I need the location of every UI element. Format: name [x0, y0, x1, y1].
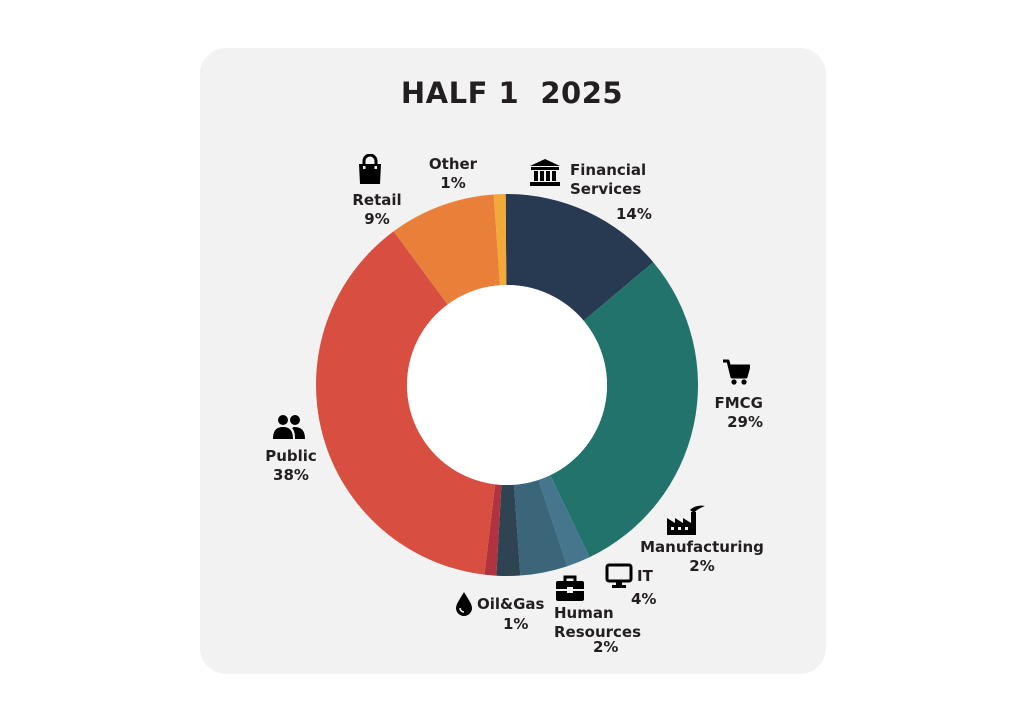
- donut-slice-manufacturing: [538, 475, 590, 567]
- label-manufacturing: Manufacturing 2%: [640, 538, 764, 576]
- label-financial-name2: Services: [570, 180, 642, 198]
- label-public: Public 38%: [262, 447, 320, 485]
- label-oil-pct: 1%: [503, 615, 529, 633]
- donut-hole: [407, 285, 607, 485]
- briefcase-icon: [555, 574, 585, 602]
- factory-icon: [666, 504, 706, 536]
- donut-slice-public: [315, 231, 496, 575]
- label-other-name: Other: [428, 155, 478, 173]
- label-public-name: Public: [265, 447, 317, 465]
- donut-slice-other: [493, 194, 507, 286]
- label-it-name: IT: [637, 567, 653, 585]
- label-other-pct: 1%: [440, 174, 466, 192]
- shopping-cart-icon: [722, 358, 750, 386]
- donut-slice-human-resources: [496, 484, 521, 576]
- label-financial-pct: 14%: [616, 205, 652, 223]
- label-hr-name1: Human: [554, 604, 614, 622]
- label-manufacturing-name: Manufacturing: [640, 538, 764, 556]
- label-human-resources: Human Resources: [554, 604, 641, 642]
- donut-slice-it: [513, 479, 568, 576]
- oil-drop-icon: [455, 591, 473, 617]
- label-retail-pct: 9%: [364, 210, 390, 228]
- donut-slice-retail: [393, 194, 501, 305]
- label-it-pct: 4%: [631, 590, 657, 608]
- label-other: Other 1%: [426, 155, 480, 193]
- chart-title: HALF 1 2025: [400, 76, 624, 110]
- label-retail-name: Retail: [352, 191, 402, 209]
- donut-slice-fmcg: [550, 262, 698, 558]
- donut-slice-financial-services: [505, 194, 654, 321]
- label-fmcg-name: FMCG: [714, 394, 764, 412]
- label-financial-services: Financial Services: [570, 161, 646, 199]
- label-financial-name1: Financial: [570, 161, 647, 179]
- label-hr-pct: 2%: [593, 638, 619, 656]
- label-public-pct: 38%: [273, 466, 309, 484]
- people-icon: [273, 414, 305, 440]
- bank-icon: [529, 158, 561, 188]
- label-fmcg: FMCG 29%: [713, 394, 764, 432]
- label-manufacturing-pct: 2%: [689, 557, 715, 575]
- shopping-bag-icon: [357, 154, 383, 186]
- label-hr-name2: Resources: [554, 623, 642, 641]
- label-fmcg-pct: 29%: [727, 413, 763, 431]
- donut-slice-oil-gas: [484, 484, 502, 576]
- label-retail: Retail 9%: [348, 191, 406, 229]
- monitor-icon: [605, 563, 633, 589]
- label-oil-name: Oil&Gas: [477, 595, 545, 613]
